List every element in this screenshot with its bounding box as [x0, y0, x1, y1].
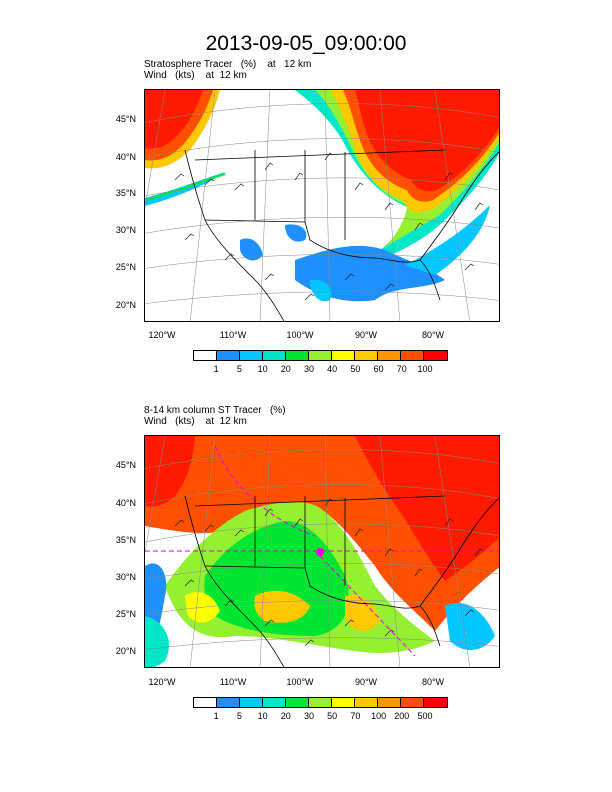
panel1-lat-label: 35°N — [115, 188, 136, 198]
colorbar-swatch — [355, 698, 379, 707]
panel1-lat-label: 30°N — [115, 225, 136, 235]
panel2-subtitle-line1: 8-14 km column ST Tracer (%) — [144, 405, 286, 416]
panel1-map-graphic — [145, 90, 499, 321]
panel1-lat-label: 45°N — [115, 114, 136, 124]
colorbar-label: 40 — [327, 364, 338, 374]
colorbar-swatch — [194, 351, 218, 360]
panel2-map-graphic — [145, 436, 499, 667]
colorbar-label: 30 — [303, 711, 314, 721]
colorbar-swatch — [263, 698, 287, 707]
panel2-lon-label: 80°W — [421, 677, 445, 687]
panel1-map — [144, 89, 500, 322]
panel1-lon-label: 110°W — [219, 330, 247, 340]
colorbar-label: 1 — [213, 364, 219, 374]
colorbar-label: 70 — [396, 364, 407, 374]
panel2-lat-label: 40°N — [115, 498, 136, 508]
colorbar-label: 20 — [280, 711, 291, 721]
colorbar-label: 100 — [371, 711, 387, 721]
panel1-lon-label: 90°W — [354, 330, 378, 340]
colorbar-swatch — [378, 698, 402, 707]
panel1-lat-label: 40°N — [115, 152, 136, 162]
panel2-map — [144, 435, 500, 668]
panel1-lon-label: 80°W — [421, 330, 445, 340]
colorbar-swatch — [401, 351, 425, 360]
colorbar-swatch — [355, 351, 379, 360]
colorbar-swatch — [240, 698, 264, 707]
colorbar-label: 1 — [213, 711, 219, 721]
colorbar-label: 200 — [394, 711, 410, 721]
panel2-lon-label: 90°W — [354, 677, 378, 687]
colorbar-swatch — [286, 351, 310, 360]
panel1-lat-label: 25°N — [115, 262, 136, 272]
main-title: 2013-09-05_09:00:00 — [205, 32, 407, 55]
colorbar-swatch — [424, 351, 448, 360]
panel2-lon-label: 110°W — [219, 677, 247, 687]
panel2-lat-label: 35°N — [115, 535, 136, 545]
panel2-colorbar — [193, 697, 449, 708]
colorbar-swatch — [194, 698, 218, 707]
panel2-subtitle-line2: Wind (kts) at 12 km — [144, 416, 247, 427]
colorbar-label: 50 — [327, 711, 338, 721]
panel1-colorbar — [193, 350, 449, 361]
panel1-lat-label: 20°N — [115, 300, 136, 310]
colorbar-swatch — [286, 698, 310, 707]
colorbar-label: 500 — [417, 711, 433, 721]
colorbar-swatch — [309, 351, 333, 360]
colorbar-swatch — [424, 698, 448, 707]
panel2-lat-label: 20°N — [115, 646, 136, 656]
panel1-lon-label: 100°W — [286, 330, 314, 340]
panel2-lat-label: 30°N — [115, 572, 136, 582]
panel2-lon-label: 100°W — [286, 677, 314, 687]
colorbar-label: 5 — [236, 711, 242, 721]
colorbar-label: 20 — [280, 364, 291, 374]
colorbar-label: 30 — [303, 364, 314, 374]
colorbar-swatch — [263, 351, 287, 360]
colorbar-swatch — [217, 698, 241, 707]
colorbar-swatch — [309, 698, 333, 707]
colorbar-label: 5 — [236, 364, 242, 374]
panel2-lat-label: 25°N — [115, 609, 136, 619]
colorbar-label: 10 — [257, 364, 268, 374]
colorbar-swatch — [401, 698, 425, 707]
colorbar-swatch — [378, 351, 402, 360]
colorbar-label: 10 — [257, 711, 268, 721]
colorbar-swatch — [332, 698, 356, 707]
panel2-lat-label: 45°N — [115, 460, 136, 470]
panel1-subtitle-line2: Wind (kts) at 12 km — [144, 70, 247, 81]
colorbar-swatch — [332, 351, 356, 360]
panel1-lon-label: 120°W — [148, 330, 176, 340]
colorbar-label: 50 — [350, 364, 361, 374]
colorbar-swatch — [217, 351, 241, 360]
colorbar-label: 60 — [373, 364, 384, 374]
colorbar-label: 70 — [350, 711, 361, 721]
colorbar-swatch — [240, 351, 264, 360]
colorbar-label: 100 — [417, 364, 433, 374]
panel1-subtitle-line1: Stratosphere Tracer (%) at 12 km — [144, 59, 312, 70]
panel2-lon-label: 120°W — [148, 677, 176, 687]
